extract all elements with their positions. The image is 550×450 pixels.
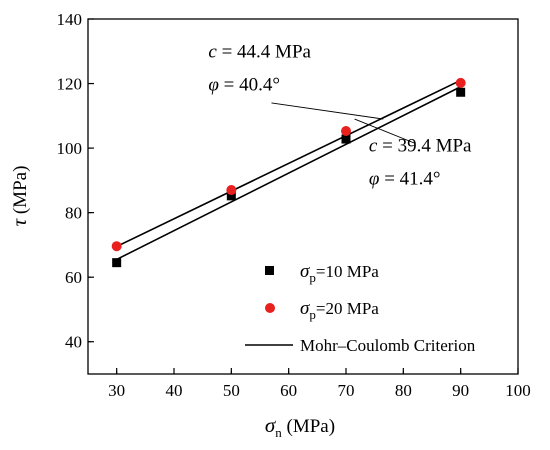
y-tick-label: 60 <box>65 268 82 287</box>
annotation-pointer-1 <box>271 102 384 120</box>
annotation-pointer-2 <box>354 118 415 144</box>
legend-label-series-1: σp=10 MPa <box>300 261 379 285</box>
y-tick-label: 100 <box>57 139 83 158</box>
legend-label-series-2: σp=20 MPa <box>300 298 379 322</box>
annotation-2-phi: φ = 41.4° <box>369 168 441 189</box>
fit-line-2 <box>116 86 462 261</box>
annotation-2-c: c = 39.4 MPa <box>369 135 472 156</box>
annotation-1-phi: φ = 40.4° <box>208 75 280 96</box>
series-1-point <box>456 87 466 97</box>
x-tick-label: 80 <box>395 381 412 400</box>
legend: σp=10 MPa σp=20 MPa Mohr–Coulomb Criteri… <box>245 261 476 355</box>
series-2-point <box>341 125 351 136</box>
data-markers <box>111 77 466 268</box>
fit-line-1 <box>116 79 462 248</box>
x-tick-label: 50 <box>223 381 240 400</box>
legend-marker-circle <box>265 303 275 313</box>
annotation-pointers <box>271 102 415 144</box>
legend-label-fit: Mohr–Coulomb Criterion <box>300 336 476 355</box>
series-1-point <box>112 258 122 268</box>
x-tick-label: 60 <box>280 381 297 400</box>
x-axis-subscript: n <box>275 425 282 440</box>
x-axis-title: σn (MPa) <box>265 413 335 440</box>
series-2-point <box>111 241 122 252</box>
y-axis-title: τ (MPa) <box>7 166 31 227</box>
fit-lines <box>116 79 462 261</box>
series-2-point <box>455 77 466 88</box>
series-2-point <box>226 185 237 196</box>
x-tick-label: 100 <box>505 381 531 400</box>
x-tick-label: 70 <box>338 381 355 400</box>
y-axis-ticks: 40 60 80 100 120 140 <box>57 10 94 352</box>
y-axis-symbol: τ <box>7 217 31 226</box>
legend-marker-square <box>265 266 274 275</box>
plot-frame <box>87 18 519 375</box>
annotations: c = 44.4 MPa φ = 40.4° c = 39.4 MPa φ = … <box>208 42 472 190</box>
x-axis-symbol: σ <box>265 413 277 437</box>
annotation-1-c: c = 44.4 MPa <box>208 42 311 63</box>
series-1-point <box>226 191 236 201</box>
x-axis-ticks: 30 40 50 60 70 80 90 100 <box>108 368 531 400</box>
y-tick-label: 40 <box>65 333 82 352</box>
y-tick-label: 120 <box>57 75 83 94</box>
y-axis-unit: (MPa) <box>10 166 31 215</box>
x-tick-label: 30 <box>108 381 125 400</box>
series-1-point <box>341 134 351 144</box>
y-tick-label: 140 <box>57 10 83 29</box>
x-tick-label: 90 <box>452 381 469 400</box>
x-axis-unit: (MPa) <box>287 416 336 437</box>
y-tick-label: 80 <box>65 204 82 223</box>
x-tick-label: 40 <box>166 381 183 400</box>
